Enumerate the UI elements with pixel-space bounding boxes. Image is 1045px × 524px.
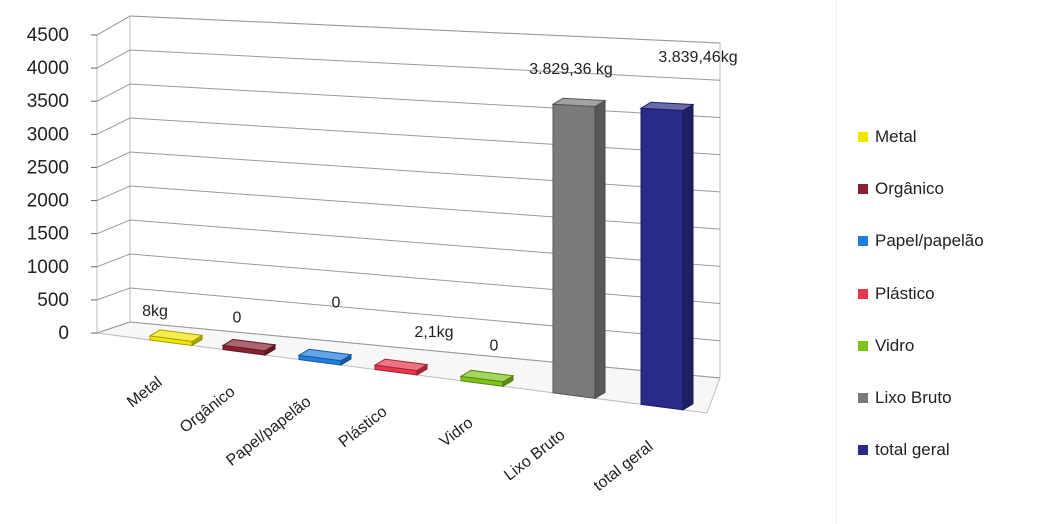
gridline-side: [96, 151, 131, 168]
legend-swatch: [858, 393, 868, 404]
category-label: Vidro: [437, 414, 477, 450]
legend-item: Metal: [858, 124, 984, 150]
legend-label: Metal: [875, 127, 917, 147]
data-label: 3.829,36 kg: [529, 61, 613, 78]
gridline: [129, 15, 721, 44]
legend-swatch: [858, 288, 868, 299]
legend-label: Orgânico: [875, 179, 944, 199]
bar-side-6: [594, 99, 606, 400]
bar-top-1: [148, 329, 204, 342]
category-label: Plástico: [336, 403, 391, 451]
category-label: Metal: [124, 374, 165, 411]
gridline: [129, 117, 721, 156]
legend-item: total geral: [858, 437, 984, 463]
bar-6: [552, 103, 596, 399]
legend-swatch: [858, 132, 868, 143]
category-label: Papel/papelão: [223, 393, 314, 469]
legend-item: Orgânico: [858, 176, 984, 202]
y-tick-label: 4500: [27, 25, 69, 46]
y-tick-label: 500: [37, 290, 69, 311]
y-tick-label: 1000: [27, 257, 69, 278]
data-label: 0: [490, 337, 499, 354]
data-label: 0: [233, 309, 242, 326]
gridline-side: [96, 83, 131, 102]
gridline: [129, 287, 721, 342]
y-tick-label: 0: [58, 323, 69, 344]
legend-label: Vidro: [875, 335, 915, 355]
bar-top-5: [459, 369, 515, 383]
side-wall: [96, 15, 131, 334]
category-label: Orgânico: [177, 383, 239, 436]
legend-swatch: [858, 184, 868, 195]
y-tick-label: 3000: [27, 124, 69, 145]
gridline: [129, 185, 721, 230]
gridline: [129, 151, 721, 193]
gridline-side: [96, 185, 131, 202]
legend-label: Papel/papelão: [875, 231, 984, 251]
gridline: [129, 253, 721, 305]
legend-item: Lixo Bruto: [858, 385, 984, 411]
gridline: [129, 321, 721, 379]
bar-top-3: [297, 348, 353, 362]
bar-top-7: [639, 101, 695, 112]
gridline-side: [96, 15, 131, 36]
data-label: 2,1kg: [414, 324, 453, 341]
bar-top-4: [373, 358, 429, 372]
bar-top-6: [551, 97, 607, 108]
y-tick-label: 4000: [27, 58, 69, 79]
gridline-side: [96, 321, 131, 334]
y-tick-label: 1500: [27, 224, 69, 245]
legend-item: Vidro: [858, 333, 984, 359]
legend-item: Papel/papelão: [858, 228, 984, 254]
data-label: 8kg: [142, 303, 168, 320]
gridline-side: [96, 253, 131, 268]
y-tick-label: 2500: [27, 157, 69, 178]
y-tick-label: 3500: [27, 91, 69, 112]
divider: [836, 0, 837, 524]
data-label: 3.839,46kg: [658, 49, 737, 66]
gridline: [129, 49, 721, 81]
legend: Metal Orgânico Papel/papelão Plástico Vidro L…: [858, 124, 984, 489]
bar-side-7: [682, 103, 694, 411]
category-label: Lixo Bruto: [501, 427, 568, 485]
gridline-side: [96, 117, 131, 135]
gridline: [129, 219, 721, 267]
gridline-side: [96, 219, 131, 235]
bar-7: [640, 107, 684, 411]
legend-swatch: [858, 340, 868, 351]
data-label: 0: [332, 294, 341, 311]
gridline-side: [96, 49, 131, 69]
gridline-side: [96, 287, 131, 301]
legend-label: Lixo Bruto: [875, 388, 952, 408]
legend-item: Plástico: [858, 281, 984, 307]
bar-top-2: [221, 338, 277, 352]
legend-swatch: [858, 236, 868, 247]
legend-label: Plástico: [875, 283, 935, 303]
gridline: [129, 83, 721, 118]
legend-swatch: [858, 445, 868, 456]
category-label: total geral: [591, 438, 657, 495]
y-tick-label: 2000: [27, 191, 69, 212]
legend-label: total geral: [875, 440, 950, 460]
